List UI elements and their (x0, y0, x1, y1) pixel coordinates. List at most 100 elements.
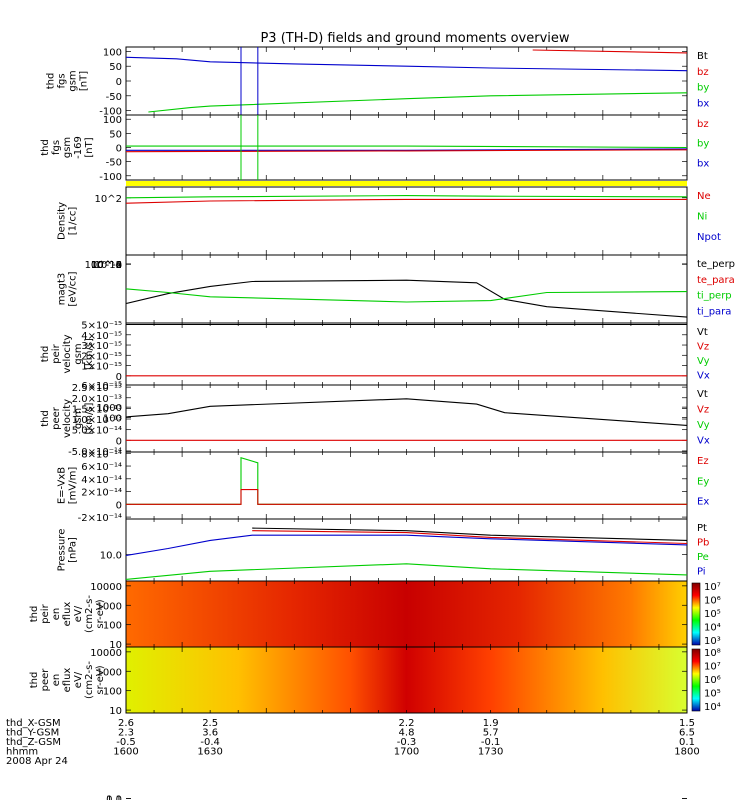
y-tick-label: 5.0×10⁻¹⁴ (72, 426, 122, 437)
y-tick-label: 4×10⁻¹⁵ (81, 331, 122, 342)
y-axis-title-line: gsm (73, 343, 84, 364)
figure-title: P3 (TH-D) fields and ground moments over… (260, 31, 569, 46)
colorbar-tick-label: 10⁶ (704, 596, 721, 607)
series-line-Vt (125, 398, 688, 426)
x-row-label: thd_X-GSM (6, 718, 61, 729)
x-row-value: 1.5 (679, 718, 695, 729)
legend-Vt: Vt (697, 327, 708, 338)
y-tick-label: 10 (109, 706, 122, 717)
series-line-ti_perp (125, 288, 688, 303)
legend-bx: bx (697, 98, 709, 109)
legend-bz: bz (697, 67, 709, 78)
legend-Vx: Vx (697, 436, 710, 447)
legend-Ex: Ex (697, 497, 709, 508)
panel-6: 2.5×10⁻¹³2.0×10⁻¹³1.5×10⁻¹³1.0×10⁻¹³5.0×… (40, 383, 710, 458)
legend-bz: bz (697, 119, 709, 130)
heatmap-area (126, 647, 687, 713)
y-tick-label: 2×10⁻¹⁵ (81, 351, 122, 362)
legend-Pi: Pi (697, 566, 706, 577)
y-axis-title-line: -169 (73, 136, 84, 159)
legend-ti_perp: ti_perp (697, 291, 732, 302)
series-line-Pe (125, 563, 688, 580)
colorbar-tick-label: 10⁷ (704, 662, 721, 673)
x-row-value: 2.6 (118, 718, 134, 729)
y-tick-label: 1×10⁻¹⁵ (81, 362, 122, 373)
y-axis-title: Pressure [nPa] (57, 529, 79, 572)
y-tick-label: 0 (116, 144, 122, 155)
y-axis-title-line: thd (46, 73, 57, 90)
x-row-value: -0.4 (200, 737, 220, 748)
y-tick-label: 100 (103, 687, 122, 698)
panel-2: 100 50 0 -50 -100 thd fgs gsm -169 [nT] bz by bx (40, 114, 709, 183)
series-line-bz (532, 49, 688, 54)
x-axis-labels: thd_X-GSM 2.6 2.5 2.2 1.9 1.5 thd_Y-GSM 2.3 3.6 4… (6, 718, 700, 767)
y-tick-label: 1.5×10⁻¹³ (72, 404, 122, 415)
y-axis-title-line: [nT] (84, 137, 95, 157)
legend-Pt: Pt (697, 523, 707, 534)
y-tick-label: 1000 (97, 403, 122, 414)
y-tick-label: 1000 (97, 667, 122, 678)
y-tick-label: 10^-4 (91, 260, 122, 271)
y-axis-title-line: Pressure (57, 529, 68, 572)
heatmap-area (126, 581, 687, 647)
y-tick-label: -5.0×10⁻¹⁴ (68, 447, 122, 458)
y-tick-label: -50 (106, 158, 122, 169)
y-axis-title: thd peer velocity gsm [km/s] (40, 399, 95, 438)
y-tick-label: 2×10⁻¹⁴ (81, 488, 122, 499)
y-axis-title-line: [km/s] (84, 402, 95, 434)
y-tick-label: 4×10⁻¹⁴ (81, 475, 122, 486)
date-label: 2008 Apr 24 (6, 756, 68, 767)
x-row-value: 1630 (197, 747, 222, 758)
y-tick-label: 1000 (97, 601, 122, 612)
y-tick-label: 100 (103, 115, 122, 126)
series-line-by (126, 145, 688, 149)
legend-by: by (697, 83, 709, 94)
y-tick-label: 50 (109, 129, 122, 140)
x-row-label: thd_Z-GSM (6, 737, 61, 748)
y-axis-title-line: (cm2-s- (84, 595, 95, 633)
series-line-Pb (252, 530, 688, 545)
legend-Vx: Vx (697, 370, 710, 381)
y-tick-label: 0.1 (106, 795, 122, 800)
y-tick-label: 50 (109, 62, 122, 73)
y-axis-title-line: [eV/cc] (68, 271, 79, 306)
x-row-label: thd_Y-GSM (6, 728, 59, 739)
series-line-te_perp (125, 279, 688, 318)
x-row-value: 5.7 (483, 728, 499, 739)
y-tick-label: 10^-2 (91, 260, 122, 271)
y-tick-label: -50 (106, 92, 122, 103)
y-tick-label: 10000 (90, 582, 122, 593)
y-axis-title-line: [nPa] (68, 537, 79, 563)
y-axis-title-line: eV/ (73, 671, 84, 688)
y-tick-label: 100 (103, 621, 122, 632)
colorbar-tick-label: 10⁴ (704, 702, 721, 713)
y-tick-label: -2×10⁻¹⁴ (78, 513, 122, 524)
x-row-value: -0.1 (481, 737, 501, 748)
y-tick-label: 0 (116, 77, 122, 88)
series-line-Ez (126, 489, 687, 505)
legend-Vz: Vz (697, 341, 709, 352)
y-axis-title-line: peer (51, 406, 62, 430)
legend-by: by (697, 139, 709, 150)
legend-Ey: Ey (697, 476, 709, 487)
series-line-Pi (125, 534, 688, 557)
x-row-value: 1.9 (483, 718, 499, 729)
panel-3: 10^2 10^010^-210^-410^-610^-810^-10 Densit… (57, 181, 721, 271)
x-row-value: 1800 (674, 747, 699, 758)
y-axis-title-line: velocity (62, 399, 73, 438)
series-line-bx (126, 148, 688, 151)
y-axis-title-line: eflux (62, 668, 73, 693)
y-axis-title-line: thd (40, 139, 51, 156)
x-row-value: 6.5 (679, 728, 695, 739)
panel-frame (125, 254, 688, 324)
legend-te_para: te_para (697, 275, 735, 286)
y-axis-title: thd peir en eflux eV/(cm2-s-sr-eV) (29, 595, 106, 633)
y-axis-title-line: en (51, 608, 62, 621)
y-axis-title-line: velocity (62, 334, 73, 373)
legend-Vz: Vz (697, 405, 709, 416)
x-row-value: -0.5 (116, 737, 136, 748)
colorbar-tick-label: 10⁵ (704, 609, 721, 620)
x-row-value: 1700 (394, 747, 419, 758)
y-tick-label: 5×10⁻¹⁵ (81, 321, 122, 332)
